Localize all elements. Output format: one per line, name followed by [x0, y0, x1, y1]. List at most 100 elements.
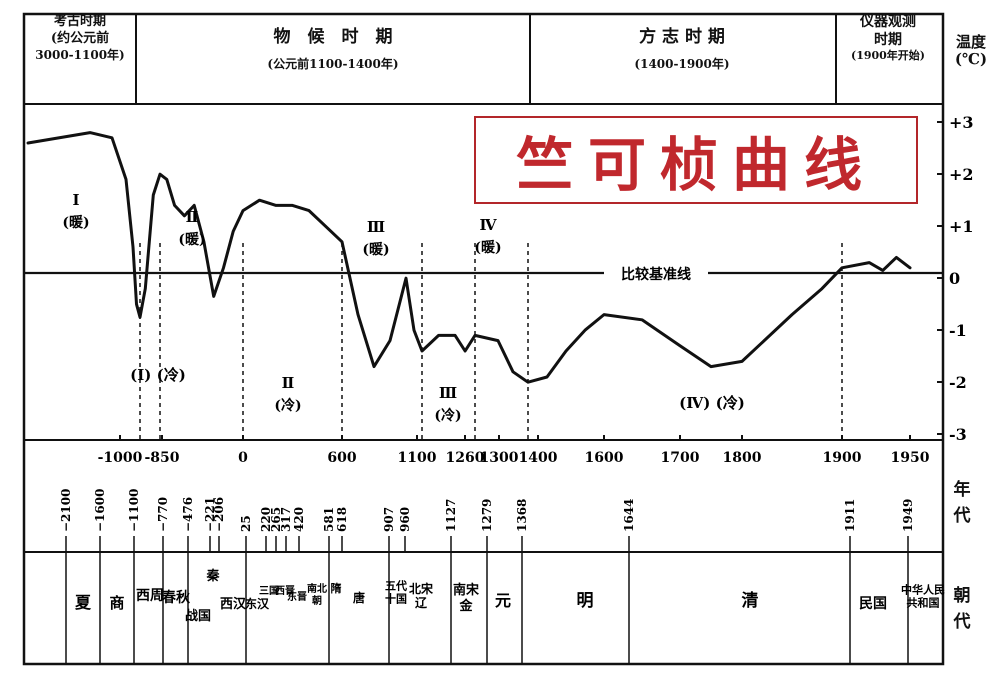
era-year-label: 1644	[622, 499, 636, 532]
era-year-label: −1600	[93, 489, 107, 532]
era-year-label: −476	[181, 497, 195, 532]
period-archaeology-name: 考古时期	[53, 14, 106, 29]
x-tick-label: 1100	[398, 450, 437, 466]
era-year-label: 1368	[515, 499, 529, 532]
temperature-label: 温度	[955, 33, 986, 51]
climate-period-roman: Ⅱ	[282, 374, 295, 392]
y-tick-label: -1	[949, 321, 967, 340]
climate-period-label: (Ⅰ) (冷)	[130, 366, 186, 384]
dynasty-label: 三国	[259, 585, 279, 597]
climate-period-state: (暖)	[62, 214, 89, 231]
dynasty-label: 西晋	[275, 585, 295, 597]
period-archaeology-range: (约公元前	[50, 30, 110, 46]
x-tick-label: 1700	[661, 450, 700, 466]
era-year-label: −2100	[59, 489, 73, 532]
period-gazetteer-range: (1400-1900年)	[634, 57, 730, 71]
era-year-label: −1100	[127, 489, 141, 532]
climate-period-state: (冷)	[434, 407, 461, 424]
period-phenology-name: 物 候 时 期	[273, 27, 393, 47]
dynasty-label: 西汉	[220, 596, 247, 612]
dynasty-label: 南宋金	[453, 582, 480, 614]
x-tick-label: 1400	[519, 450, 558, 466]
era-year-label: 265	[269, 507, 283, 532]
era-year-label: 1127	[444, 499, 458, 532]
dynasty-label: 明	[577, 591, 594, 611]
dynasty-label: 西周	[136, 588, 164, 604]
climate-period-roman: Ⅰ	[72, 191, 79, 209]
dynasty-label: 唐	[353, 590, 365, 605]
era-year-label: −206	[212, 497, 226, 532]
dynasty-label: 朝代	[953, 586, 971, 632]
dynasty-label: 五代十国	[385, 578, 407, 605]
y-tick-label: +3	[949, 113, 974, 132]
period-instrument-range: (1900年开始)	[850, 49, 926, 62]
era-year-label: 220	[259, 507, 273, 532]
climate-period-state: (暖)	[474, 239, 501, 256]
temperature-unit: (℃)	[954, 50, 988, 69]
x-tick-label: 1260	[446, 450, 485, 466]
x-tick-label: 600	[327, 450, 356, 466]
period-gazetteer: 方 志 时 期 (1400-1900年)	[530, 22, 834, 72]
x-tick-label: -850	[144, 450, 179, 466]
dynasty-label: 南北朝	[307, 582, 327, 607]
y-tick-label: -2	[949, 373, 967, 392]
dynasty-label: 清	[742, 590, 759, 611]
climate-period-roman: Ⅱ	[186, 208, 199, 226]
chart-title-stamp: 竺可桢曲线	[474, 116, 918, 204]
climate-period-roman: Ⅲ	[439, 384, 457, 402]
x-tick-label: 1300	[480, 450, 519, 466]
chart-title: 竺可桢曲线	[515, 131, 876, 199]
climate-period-label: (Ⅳ) (冷)	[679, 394, 745, 412]
y-tick-label: -3	[949, 425, 967, 444]
x-tick-label: 1600	[585, 450, 624, 466]
period-gazetteer-name: 方 志 时 期	[639, 27, 725, 47]
y-tick-label: 0	[949, 269, 960, 288]
period-archaeology-range2: 3000-1100年)	[35, 47, 125, 62]
temperature-curve	[26, 131, 912, 384]
climate-period-state: (暖)	[178, 231, 205, 248]
y-tick-label: +1	[949, 217, 974, 236]
dynasty-label: 夏	[74, 593, 92, 612]
y-tick-label: +2	[949, 165, 974, 184]
period-archaeology: 考古时期 (约公元前 3000-1100年)	[28, 14, 132, 63]
x-tick-label: -1000	[98, 450, 143, 466]
dynasty-label: 中华人民共和国	[901, 582, 945, 609]
era-year-label: 1279	[480, 499, 494, 532]
era-year-label: 581	[322, 507, 336, 532]
era-year-label: 907	[382, 507, 396, 532]
dynasty-label: 东晋	[287, 590, 307, 603]
period-phenology-range: (公元前1100-1400年)	[267, 57, 399, 71]
era-year-label: 1949	[901, 499, 915, 532]
chart-frame	[22, 12, 945, 666]
era-year-label: 1911	[843, 499, 857, 532]
period-instrument-name: 仪器观测	[860, 14, 916, 30]
year-label: 年代	[953, 480, 971, 526]
dynasty-label: 战国	[185, 608, 211, 624]
era-year-label: −770	[156, 497, 170, 532]
dynasty-axis-title: 朝代	[950, 584, 974, 635]
dynasty-label: 北宋辽	[409, 581, 434, 610]
baseline-label: 比较基准线	[621, 266, 691, 283]
era-year-label: 317	[279, 507, 293, 532]
dynasty-label: 东汉	[245, 596, 270, 611]
era-year-label: 25	[239, 515, 253, 532]
period-instrument-name2: 时期	[874, 31, 902, 48]
baseline-label-bg	[604, 263, 708, 283]
era-year-label: 618	[335, 507, 349, 532]
era-year-label: −221	[203, 497, 217, 532]
era-year-label: 420	[292, 507, 306, 532]
dynasty-label: 元	[495, 591, 511, 610]
dynasty-label: 商	[109, 594, 124, 612]
period-instrument: 仪器观测 时期 (1900年开始)	[838, 14, 938, 63]
era-year-label: 960	[398, 507, 412, 532]
dynasty-label: 春秋	[161, 589, 191, 606]
climate-period-roman: Ⅲ	[367, 218, 385, 236]
period-phenology: 物 候 时 期 (公元前1100-1400年)	[140, 22, 526, 72]
x-tick-label: 1900	[823, 450, 862, 466]
dynasty-label: 民国	[859, 596, 887, 612]
dynasty-label: 秦	[205, 568, 220, 584]
x-tick-label: 0	[238, 450, 248, 466]
year-axis-title: 年代	[950, 478, 974, 529]
x-tick-label: 1950	[891, 450, 930, 466]
